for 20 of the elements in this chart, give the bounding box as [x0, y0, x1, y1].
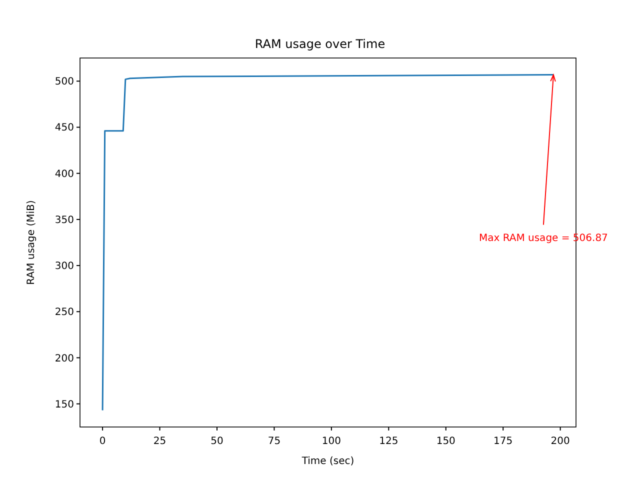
x-tick-label: 50: [210, 436, 224, 447]
x-tick-label: 75: [268, 436, 281, 447]
y-tick-label: 250: [54, 307, 74, 318]
y-tick-label: 350: [54, 214, 74, 226]
y-tick-label: 200: [54, 353, 74, 364]
x-tick-label: 200: [550, 436, 570, 447]
chart-title: RAM usage over Time: [254, 37, 386, 51]
x-tick-label: 100: [322, 436, 341, 447]
x-tick-label: 0: [99, 436, 106, 447]
x-axis-title: Time (sec): [300, 456, 354, 467]
y-tick-label: 400: [54, 168, 74, 180]
x-tick-label: 175: [494, 436, 513, 447]
y-tick-label: 150: [54, 399, 74, 410]
x-tick-label: 25: [153, 436, 166, 447]
y-tick-label: 500: [54, 76, 74, 88]
x-tick-label: 125: [379, 436, 398, 447]
y-tick-label: 450: [54, 122, 74, 134]
y-tick-label: 300: [54, 261, 74, 272]
x-tick-label: 150: [436, 436, 456, 447]
y-axis-title: RAM usage (MiB): [26, 200, 37, 285]
